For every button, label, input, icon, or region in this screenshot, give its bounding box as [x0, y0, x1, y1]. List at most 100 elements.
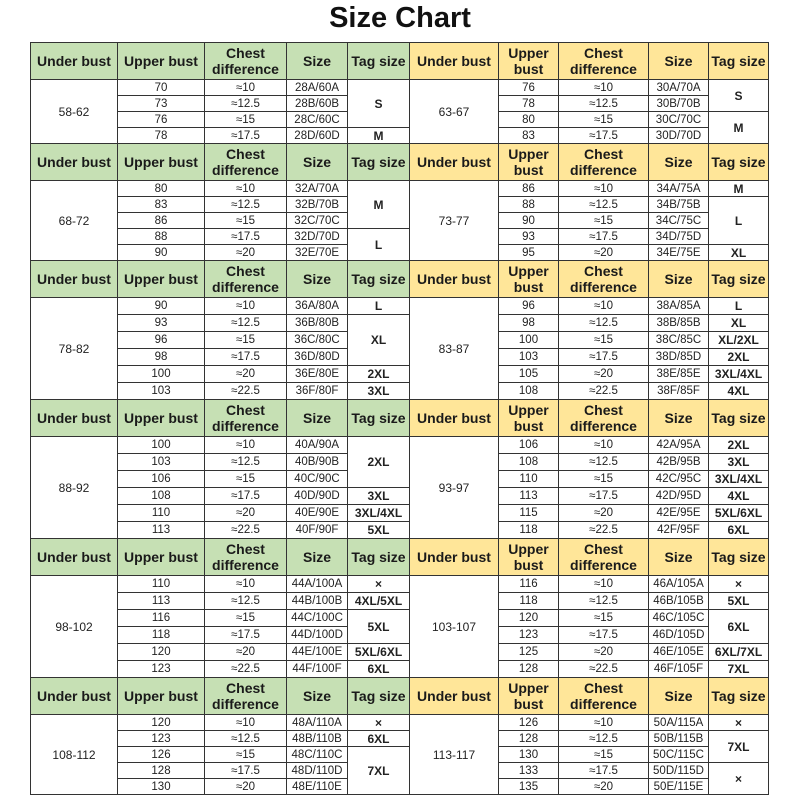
under-bust-cell: 78-82 — [30, 297, 118, 400]
size-cell: 36E/80E — [286, 365, 348, 383]
upper-bust-cell: 120 — [498, 609, 559, 627]
chest-difference-cell: ≈12.5 — [558, 95, 649, 112]
tag-size-cell: L — [347, 297, 410, 315]
upper-bust-cell: 98 — [117, 348, 205, 366]
table-row: 120 ≈20 44E/100E 5XL/6XL 125 ≈20 46E/105E 6XL/7… — [31, 643, 769, 661]
chest-difference-cell: ≈17.5 — [558, 348, 649, 366]
table-row: 108 ≈17.5 40D/90D 3XL 113 ≈17.5 42D/95D 4XL — [31, 487, 769, 505]
upper-bust-cell: 118 — [117, 626, 205, 644]
upper-bust-cell: 128 — [498, 660, 559, 678]
upper-bust-cell: 98 — [498, 314, 559, 332]
size-cell: 44C/100C — [286, 609, 348, 627]
header-chest-difference: Chest difference — [558, 143, 649, 181]
header-size: Size — [648, 677, 709, 715]
size-cell: 38E/85E — [648, 365, 709, 383]
chest-difference-cell: ≈15 — [558, 609, 649, 627]
tag-size-cell: L — [347, 228, 410, 261]
chest-difference-cell: ≈15 — [204, 212, 287, 229]
header-under-bust: Under bust — [409, 143, 499, 181]
size-cell: 36B/80B — [286, 314, 348, 332]
size-cell: 32E/70E — [286, 244, 348, 261]
size-cell: 40D/90D — [286, 487, 348, 505]
table-row: 113 ≈22.5 40F/90F 5XL 118 ≈22.5 42F/95F 6XL — [31, 521, 769, 539]
size-cell: 48E/110E — [286, 778, 348, 795]
header-under-bust: Under bust — [30, 538, 118, 576]
upper-bust-cell: 103 — [117, 453, 205, 471]
tag-size-cell: × — [708, 714, 769, 731]
chest-difference-cell: ≈10 — [204, 79, 287, 96]
header-chest-difference: Chest difference — [204, 677, 287, 715]
chest-difference-cell: ≈12.5 — [204, 95, 287, 112]
header-row: Under bust Upper bust Chest difference Size… — [30, 260, 769, 298]
upper-bust-cell: 118 — [498, 592, 559, 610]
table-row: 116 ≈15 44C/100C 5XL 120 ≈15 46C/105C 6XL — [31, 609, 769, 644]
tag-size-cell: 6XL — [708, 521, 769, 539]
size-cell: 34B/75B — [648, 196, 709, 213]
header-tag-size: Tag size — [708, 260, 769, 298]
header-size: Size — [648, 538, 709, 576]
size-cell: 32D/70D — [286, 228, 348, 245]
tag-size-cell: 3XL — [708, 453, 769, 471]
size-cell: 36A/80A — [286, 297, 348, 315]
header-row: Under bust Upper bust Chest difference Size… — [30, 399, 769, 437]
tag-size-cell: 3XL — [347, 382, 410, 400]
chest-difference-cell: ≈15 — [558, 470, 649, 488]
header-size: Size — [648, 260, 709, 298]
table-row: 73 ≈12.5 28B/60B 78 ≈12.5 30B/70B — [31, 95, 769, 112]
chest-difference-cell: ≈17.5 — [204, 127, 287, 144]
tag-size-cell: 3XL — [347, 487, 410, 505]
tag-size-cell: S — [708, 79, 769, 112]
upper-bust-cell: 93 — [498, 228, 559, 245]
table-row: 103 ≈12.5 40B/90B 108 ≈12.5 42B/95B 3XL — [31, 453, 769, 471]
size-cell: 48A/110A — [286, 714, 348, 731]
header-upper-bust: Upper bust — [117, 677, 205, 715]
upper-bust-cell: 126 — [117, 746, 205, 763]
upper-bust-cell: 118 — [498, 521, 559, 539]
tag-size-cell: M — [708, 111, 769, 144]
tag-size-cell: 5XL/6XL — [347, 643, 410, 661]
header-chest-difference: Chest difference — [204, 260, 287, 298]
under-bust-cell: 88-92 — [30, 436, 118, 539]
header-size: Size — [286, 677, 348, 715]
tag-size-cell: 6XL/7XL — [708, 643, 769, 661]
tag-size-cell: M — [347, 127, 410, 144]
size-cell: 50C/115C — [648, 746, 709, 763]
upper-bust-cell: 78 — [117, 127, 205, 144]
chest-difference-cell: ≈10 — [558, 436, 649, 454]
size-cell: 34D/75D — [648, 228, 709, 245]
table-row: 88-92 100 ≈10 40A/90A 2XL 93-97 106 ≈10 42A/95A 2… — [30, 436, 769, 539]
tag-size-cell: 5XL — [708, 592, 769, 610]
header-under-bust: Under bust — [30, 260, 118, 298]
upper-bust-cell: 128 — [498, 730, 559, 747]
tag-size-cell: 3XL/4XL — [708, 365, 769, 383]
header-tag-size: Tag size — [708, 538, 769, 576]
chest-difference-cell: ≈17.5 — [558, 626, 649, 644]
size-cell: 38A/85A — [648, 297, 709, 315]
tag-size-cell: 6XL — [347, 730, 410, 747]
chest-difference-cell: ≈17.5 — [204, 228, 287, 245]
chest-difference-cell: ≈12.5 — [558, 314, 649, 332]
size-cell: 32B/70B — [286, 196, 348, 213]
upper-bust-cell: 83 — [498, 127, 559, 144]
size-cell: 34A/75A — [648, 180, 709, 197]
header-size: Size — [648, 399, 709, 437]
size-cell: 46D/105D — [648, 626, 709, 644]
header-upper-bust: Upper bust — [117, 260, 205, 298]
header-upper-bust: Upper bust — [117, 399, 205, 437]
tag-size-cell: 7XL — [708, 660, 769, 678]
header-size: Size — [286, 538, 348, 576]
table-row: 103 ≈22.5 36F/80F 3XL 108 ≈22.5 38F/85F 4XL — [31, 382, 769, 400]
size-cell: 28B/60B — [286, 95, 348, 112]
upper-bust-cell: 126 — [498, 714, 559, 731]
size-cell: 44F/100F — [286, 660, 348, 678]
size-cell: 40C/90C — [286, 470, 348, 488]
header-size: Size — [286, 42, 348, 80]
upper-bust-cell: 108 — [117, 487, 205, 505]
chest-difference-cell: ≈20 — [204, 365, 287, 383]
tag-size-cell: L — [708, 196, 769, 245]
header-chest-difference: Chest difference — [204, 42, 287, 80]
upper-bust-cell: 76 — [498, 79, 559, 96]
chest-difference-cell: ≈15 — [558, 746, 649, 763]
size-cell: 34E/75E — [648, 244, 709, 261]
size-cell: 44A/100A — [286, 575, 348, 593]
